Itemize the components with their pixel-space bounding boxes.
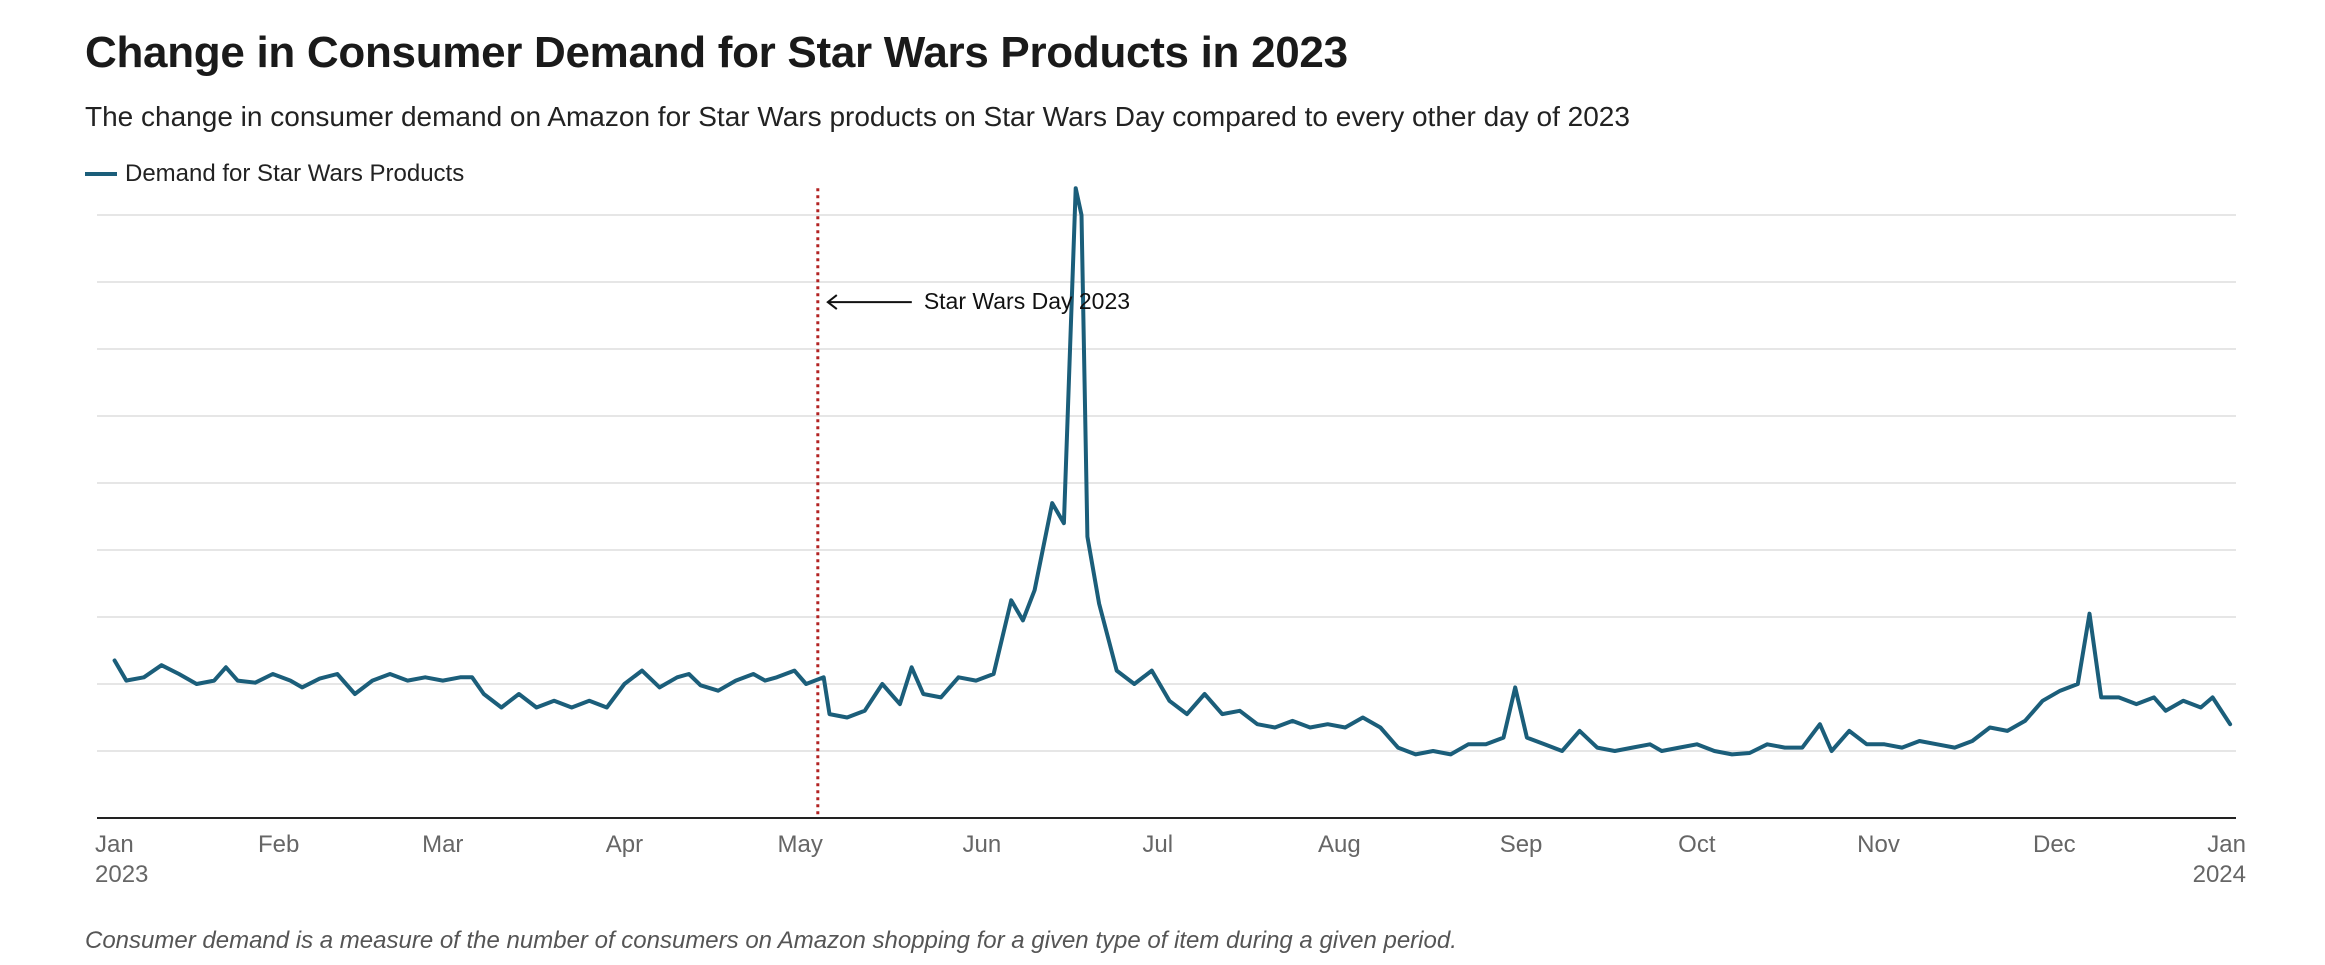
x-tick-label: Aug	[1318, 831, 1361, 858]
footnote: Consumer demand is a measure of the numb…	[85, 927, 1457, 954]
legend-label: Demand for Star Wars Products	[125, 160, 465, 187]
x-tick-label: Feb	[258, 831, 299, 858]
chart-title: Change in Consumer Demand for Star Wars …	[85, 28, 1348, 77]
x-tick-sublabel: 2023	[95, 861, 148, 888]
x-tick-labels: Jan 2023 Feb Mar Apr May Jun Jul Aug Sep Oct Nov Dec…	[95, 831, 2246, 888]
legend: Demand for Star Wars Products	[85, 160, 464, 188]
x-tick-label: Apr	[606, 831, 643, 858]
x-tick-label: Jan	[95, 831, 134, 858]
annotation-label: Star Wars Day 2023	[924, 288, 1130, 314]
legend-swatch	[85, 172, 117, 176]
x-tick-label: Jan	[2207, 831, 2246, 858]
x-tick-label: Mar	[422, 831, 463, 858]
line-chart: Jan 2023 Feb Mar Apr May Jun Jul Aug Sep Oct Nov Dec…	[95, 186, 2246, 888]
chart-subtitle: The change in consumer demand on Amazon …	[85, 101, 1630, 132]
series-line-demand	[112, 186, 2233, 757]
x-tick-sublabel: 2024	[2193, 861, 2246, 888]
x-tick-label: Sep	[1500, 831, 1543, 858]
x-tick-label: Dec	[2033, 831, 2076, 858]
x-tick-label: Oct	[1678, 831, 1716, 858]
x-tick-label: May	[778, 831, 823, 858]
x-tick-label: Jun	[963, 831, 1002, 858]
x-tick-label: Jul	[1142, 831, 1173, 858]
x-tick-label: Nov	[1857, 831, 1900, 858]
gridlines	[97, 214, 2236, 752]
annotation-star-wars-day: Star Wars Day 2023	[826, 288, 1130, 314]
annotation-arrowhead	[826, 294, 838, 310]
